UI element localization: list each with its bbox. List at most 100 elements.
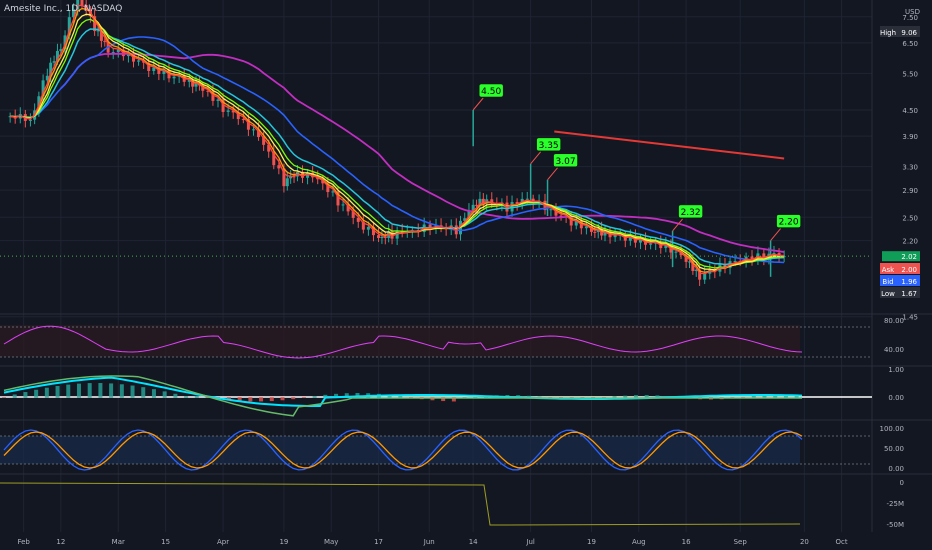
- macd-histogram-bar: [344, 393, 349, 398]
- ask-tag-label-bg: [880, 263, 896, 274]
- candle-body: [336, 191, 340, 206]
- macd-histogram-bar: [301, 397, 306, 398]
- candle-body: [733, 261, 737, 263]
- macd-histogram-bar: [141, 387, 146, 398]
- candle-body: [221, 99, 225, 112]
- candle-body: [99, 30, 103, 41]
- price-scale-label: 1.45: [902, 314, 918, 322]
- bid-tag-value: 1.96: [901, 278, 917, 286]
- x-axis-label: 19: [279, 538, 288, 546]
- candle-body: [525, 198, 529, 200]
- candle-body: [649, 243, 653, 245]
- candle-body: [137, 60, 141, 62]
- candle-body: [554, 209, 558, 216]
- callout-box: [536, 137, 561, 152]
- candle-body: [613, 235, 617, 238]
- price-scale-label: 2.90: [902, 187, 918, 195]
- candle-body: [628, 236, 632, 241]
- candle-body: [390, 231, 394, 239]
- candle-body: [549, 209, 553, 211]
- candle-body: [289, 176, 293, 179]
- candle-body: [59, 49, 63, 51]
- volume-line: [0, 482, 801, 526]
- volume-label-25m: -25M: [887, 500, 904, 508]
- candle-body: [72, 9, 76, 18]
- candle-body: [231, 110, 235, 113]
- x-axis-label: Jun: [423, 538, 435, 546]
- macd-histogram-bar: [334, 393, 339, 398]
- candle-body: [251, 129, 255, 131]
- candle-body: [684, 255, 688, 262]
- peak-callouts: 4.50 3.35 3.07 2.32 2.20: [472, 83, 801, 241]
- macd-histogram-bar: [194, 395, 199, 398]
- macd-histogram-bar: [12, 394, 17, 398]
- candle-body: [55, 50, 59, 62]
- callout-box: [478, 83, 504, 98]
- bid-tag-label: Bid: [882, 278, 893, 286]
- stoch-label-100: 100.00: [880, 425, 905, 433]
- candle-body: [723, 264, 727, 268]
- macd-histogram-bar: [441, 397, 446, 402]
- price-scale-label: 2.50: [902, 214, 918, 222]
- candle-body: [316, 177, 320, 180]
- callout-label: 3.07: [556, 157, 576, 167]
- callout-leader: [472, 97, 484, 111]
- candle-body: [111, 52, 115, 54]
- candle-body: [481, 198, 485, 204]
- bid-tag-label-bg: [880, 275, 896, 286]
- callout-label: 4.50: [481, 87, 501, 97]
- ema-orange-line: [9, 7, 785, 273]
- trendline: [554, 130, 785, 160]
- rsi-label-40: 40.00: [884, 346, 904, 354]
- macd-histogram-bar: [644, 395, 649, 398]
- price-scale-label: 7.50: [902, 14, 918, 22]
- low-tag-label-bg: [880, 287, 896, 298]
- macd-histogram-bar: [248, 397, 253, 402]
- macd-histogram-bar: [109, 383, 114, 398]
- macd-histogram-bar: [205, 397, 210, 398]
- callout-box: [776, 214, 801, 228]
- candle-body: [267, 144, 271, 152]
- candle-body: [569, 216, 573, 226]
- candle-body: [346, 204, 350, 212]
- candle-body: [331, 191, 335, 193]
- x-axis-label: 15: [161, 538, 170, 546]
- macd-line: [3, 375, 802, 417]
- macd-histogram-bar: [119, 384, 124, 398]
- currency-label: USD: [905, 8, 920, 16]
- candle-body: [574, 221, 578, 226]
- macd-histogram-bar: [98, 383, 103, 398]
- macd-label-1: 1.00: [888, 366, 904, 374]
- x-axis-label: Jul: [525, 538, 535, 546]
- macd-histogram-bar: [762, 395, 767, 398]
- last-price-value: 2.02: [901, 253, 917, 261]
- callout-box: [553, 153, 578, 168]
- price-scale-label: 2.20: [902, 238, 918, 246]
- candle-body: [463, 218, 467, 221]
- low-tag: Low 1.67: [880, 287, 920, 298]
- macd-histogram-bar: [291, 397, 296, 400]
- stoch-label-0: 0.00: [888, 465, 904, 473]
- callout-label: 2.32: [681, 208, 701, 218]
- candle-body: [236, 112, 240, 120]
- candle-body: [478, 198, 482, 206]
- chart-title: Amesite Inc., 1D, NASDAQ: [4, 4, 123, 14]
- candle-body: [326, 183, 330, 193]
- candle-body: [380, 236, 384, 239]
- candle-body: [467, 210, 471, 219]
- candle-body: [341, 204, 345, 206]
- candle-body: [80, 0, 84, 6]
- candle-body: [28, 119, 32, 121]
- macd-histogram-bar: [76, 383, 81, 398]
- candle-body: [691, 261, 695, 271]
- ema-green-line: [10, 18, 785, 269]
- candle-body: [559, 215, 563, 217]
- candle-body: [187, 80, 191, 82]
- candle-body: [694, 269, 698, 271]
- candle-body: [41, 80, 45, 97]
- bid-tag: Bid 1.96: [880, 275, 920, 286]
- candle-body: [285, 178, 289, 187]
- macd-histogram-bar: [526, 395, 531, 398]
- stoch-k-line: [3, 429, 803, 471]
